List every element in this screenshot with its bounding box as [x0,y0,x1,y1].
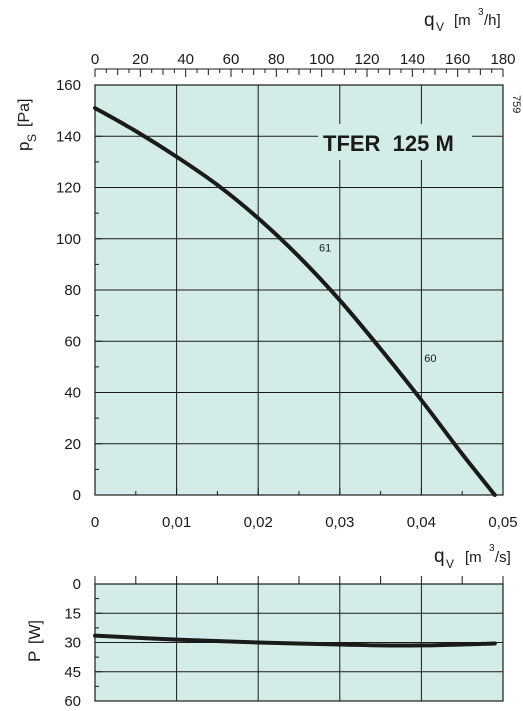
flow-axis-subscript: V [446,557,454,571]
top-axis-tick-label: 100 [309,51,334,68]
curve-labels: 61 60 [319,243,437,365]
top-axis-tick-label: 140 [400,51,425,68]
power-top-ticks [94,576,504,702]
pressure-grid [95,85,503,495]
top-axis-tick-label: 60 [223,51,240,68]
pressure-tick-label: 100 [56,231,81,248]
power-axis-symbol: P [25,651,44,662]
flow-tick-label: 0 [91,514,99,531]
top-axis-unit-sup: 3 [478,7,484,18]
pressure-minor-ticks [94,84,504,496]
curve-label: 61 [319,243,331,255]
flow-axis-tick-labels: 0 0,01 0,02 0,03 0,04 0,05 [91,514,518,531]
pressure-axis-label: p S [Pa] [14,99,39,151]
top-axis-symbol: q [424,10,435,31]
top-axis-tick-label: 0 [91,51,99,68]
power-tick-label: 15 [64,605,81,622]
flow-tick-label: 0,05 [488,514,517,531]
top-axis-label: q V [m 3 /h] [424,7,501,34]
flow-tick-label: 0,02 [244,514,273,531]
top-axis-tick-label: 20 [132,51,149,68]
pressure-tick-label: 0 [73,487,81,504]
power-tick-label: 60 [64,693,81,710]
flow-axis-unit-sup: 3 [489,543,495,554]
top-axis-ticks [94,68,504,77]
power-axis-label: P [W] [25,620,44,662]
top-axis-tick-label: 40 [177,51,194,68]
flow-tick-label: 0,04 [407,514,436,531]
top-axis-tick-label: 180 [490,51,515,68]
top-axis-tick-label: 160 [445,51,470,68]
pressure-tick-label: 20 [64,436,81,453]
top-axis-tick-label: 120 [354,51,379,68]
pressure-tick-label: 120 [56,180,81,197]
top-axis-tick-label: 80 [268,51,285,68]
pressure-tick-label: 140 [56,128,81,145]
power-curve [93,633,497,648]
top-axis-subscript: V [436,20,444,34]
power-axis-tick-labels: 0 15 30 45 60 [64,576,81,710]
power-tick-label: 30 [64,635,81,652]
pressure-tick-label: 60 [64,333,81,350]
power-tick-label: 45 [64,664,81,681]
top-axis-unit-pre: [m [454,12,471,29]
pressure-tick-label: 80 [64,282,81,299]
pressure-tick-label: 40 [64,385,81,402]
chart-title: TFER 125 M [323,131,454,156]
pressure-axis-unit: [Pa] [16,99,33,127]
power-axis-unit: [W] [27,620,44,644]
title-background [318,124,472,160]
flow-tick-label: 0,03 [325,514,354,531]
pressure-axis-tick-labels: 0 20 40 60 80 100 120 140 160 [56,77,81,504]
top-axis-unit-post: /h] [484,12,501,29]
flow-axis-symbol: q [434,546,445,567]
pressure-curve [93,106,497,497]
top-axis-tick-labels: 0 20 40 60 80 100 120 140 160 180 [91,51,516,68]
flow-axis-label: q V [m 3 /s] [434,543,511,571]
curve-label: 60 [424,353,436,365]
power-tick-label: 0 [73,576,81,593]
flow-axis-unit-post: /s] [495,549,511,566]
flow-axis-unit-pre: [m [465,549,482,566]
flow-tick-label: 0,01 [162,514,191,531]
corner-note: 759 [510,95,522,113]
pressure-axis-symbol: p [14,142,33,151]
pressure-tick-label: 160 [56,77,81,94]
pressure-axis-subscript: S [25,134,39,142]
